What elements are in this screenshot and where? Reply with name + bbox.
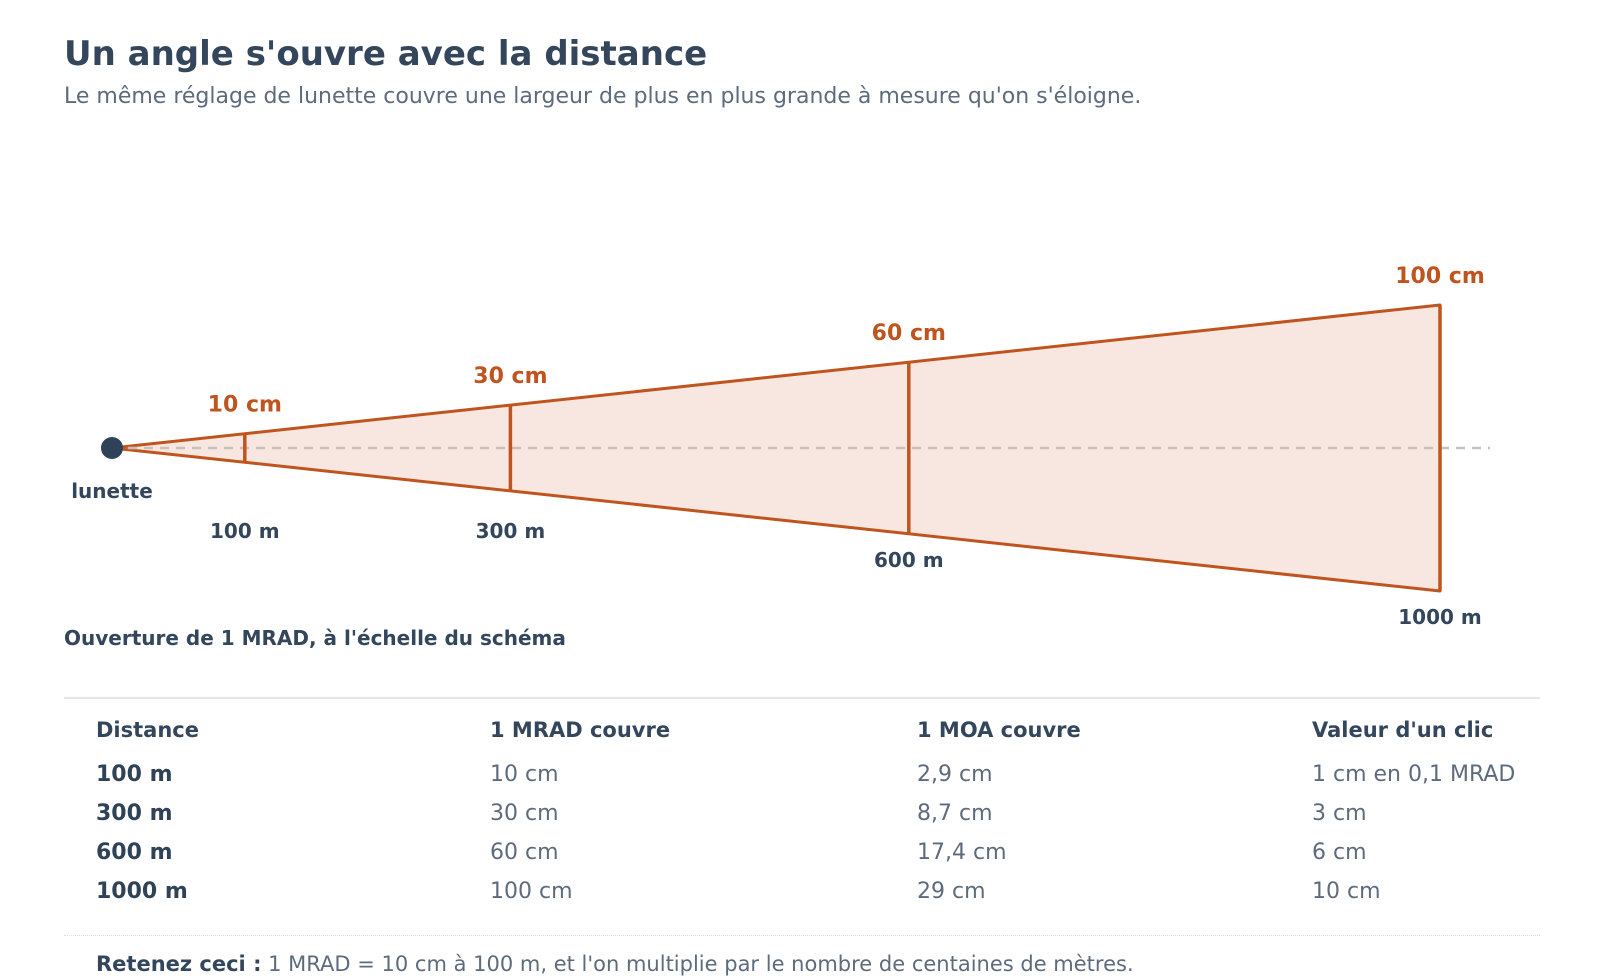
angle-diagram: 10 cm 100 m 30 cm 300 m 60 cm 600 m 100 cm 1000… (71, 264, 1490, 629)
distance-label: 600 m (874, 548, 944, 572)
cell-distance: 300 m (96, 801, 173, 826)
scope-origin-dot (101, 437, 123, 459)
distance-label: 300 m (476, 519, 546, 543)
table-row: 300 m 30 cm 8,7 cm 3 cm (96, 801, 1596, 840)
cell-moa: 2,9 cm (917, 762, 993, 787)
table-row: 100 m 10 cm 2,9 cm 1 cm en 0,1 MRAD (96, 762, 1596, 801)
cell-mrad: 60 cm (490, 840, 559, 865)
width-label: 100 cm (1395, 264, 1485, 289)
distance-markers: 10 cm 100 m 30 cm 300 m 60 cm 600 m 100 cm 1000… (208, 264, 1485, 629)
distance-label: 100 m (210, 519, 280, 543)
width-label: 60 cm (872, 321, 946, 346)
table-row: 1000 m 100 cm 29 cm 10 cm (96, 879, 1596, 918)
header-moa: 1 MOA couvre (917, 718, 1081, 742)
distance-label: 1000 m (1398, 605, 1481, 629)
header-click: Valeur d'un clic (1312, 718, 1494, 742)
width-label: 30 cm (473, 364, 547, 389)
cell-moa: 17,4 cm (917, 840, 1007, 865)
coverage-table: Distance 1 MRAD couvre 1 MOA couvre Vale… (96, 718, 1596, 918)
cell-click: 10 cm (1312, 879, 1381, 904)
takeaway-text: 1 MRAD = 10 cm à 100 m, et l'on multipli… (261, 952, 1134, 976)
takeaway-note: Retenez ceci : 1 MRAD = 10 cm à 100 m, e… (96, 952, 1134, 976)
header-mrad: 1 MRAD couvre (490, 718, 671, 742)
page-subtitle: Le même réglage de lunette couvre une la… (64, 84, 1142, 109)
takeaway-lead: Retenez ceci : (96, 952, 262, 976)
cell-distance: 100 m (96, 762, 173, 787)
header-distance: Distance (96, 718, 199, 742)
width-label: 10 cm (208, 393, 282, 418)
cell-click: 6 cm (1312, 840, 1367, 865)
cell-click: 1 cm en 0,1 MRAD (1312, 762, 1516, 787)
scope-origin-label: lunette (71, 479, 153, 503)
cell-mrad: 100 cm (490, 879, 573, 904)
cell-moa: 29 cm (917, 879, 986, 904)
table-divider-bottom (64, 935, 1540, 936)
table-divider-top (64, 697, 1540, 699)
table-header-row: Distance 1 MRAD couvre 1 MOA couvre Vale… (96, 718, 1596, 762)
cell-distance: 1000 m (96, 879, 188, 904)
page-title: Un angle s'ouvre avec la distance (64, 34, 708, 74)
cell-mrad: 30 cm (490, 801, 559, 826)
cell-click: 3 cm (1312, 801, 1367, 826)
cell-moa: 8,7 cm (917, 801, 993, 826)
diagram-caption: Ouverture de 1 MRAD, à l'échelle du sché… (64, 626, 566, 650)
cell-distance: 600 m (96, 840, 173, 865)
cell-mrad: 10 cm (490, 762, 559, 787)
table-row: 600 m 60 cm 17,4 cm 6 cm (96, 840, 1596, 879)
